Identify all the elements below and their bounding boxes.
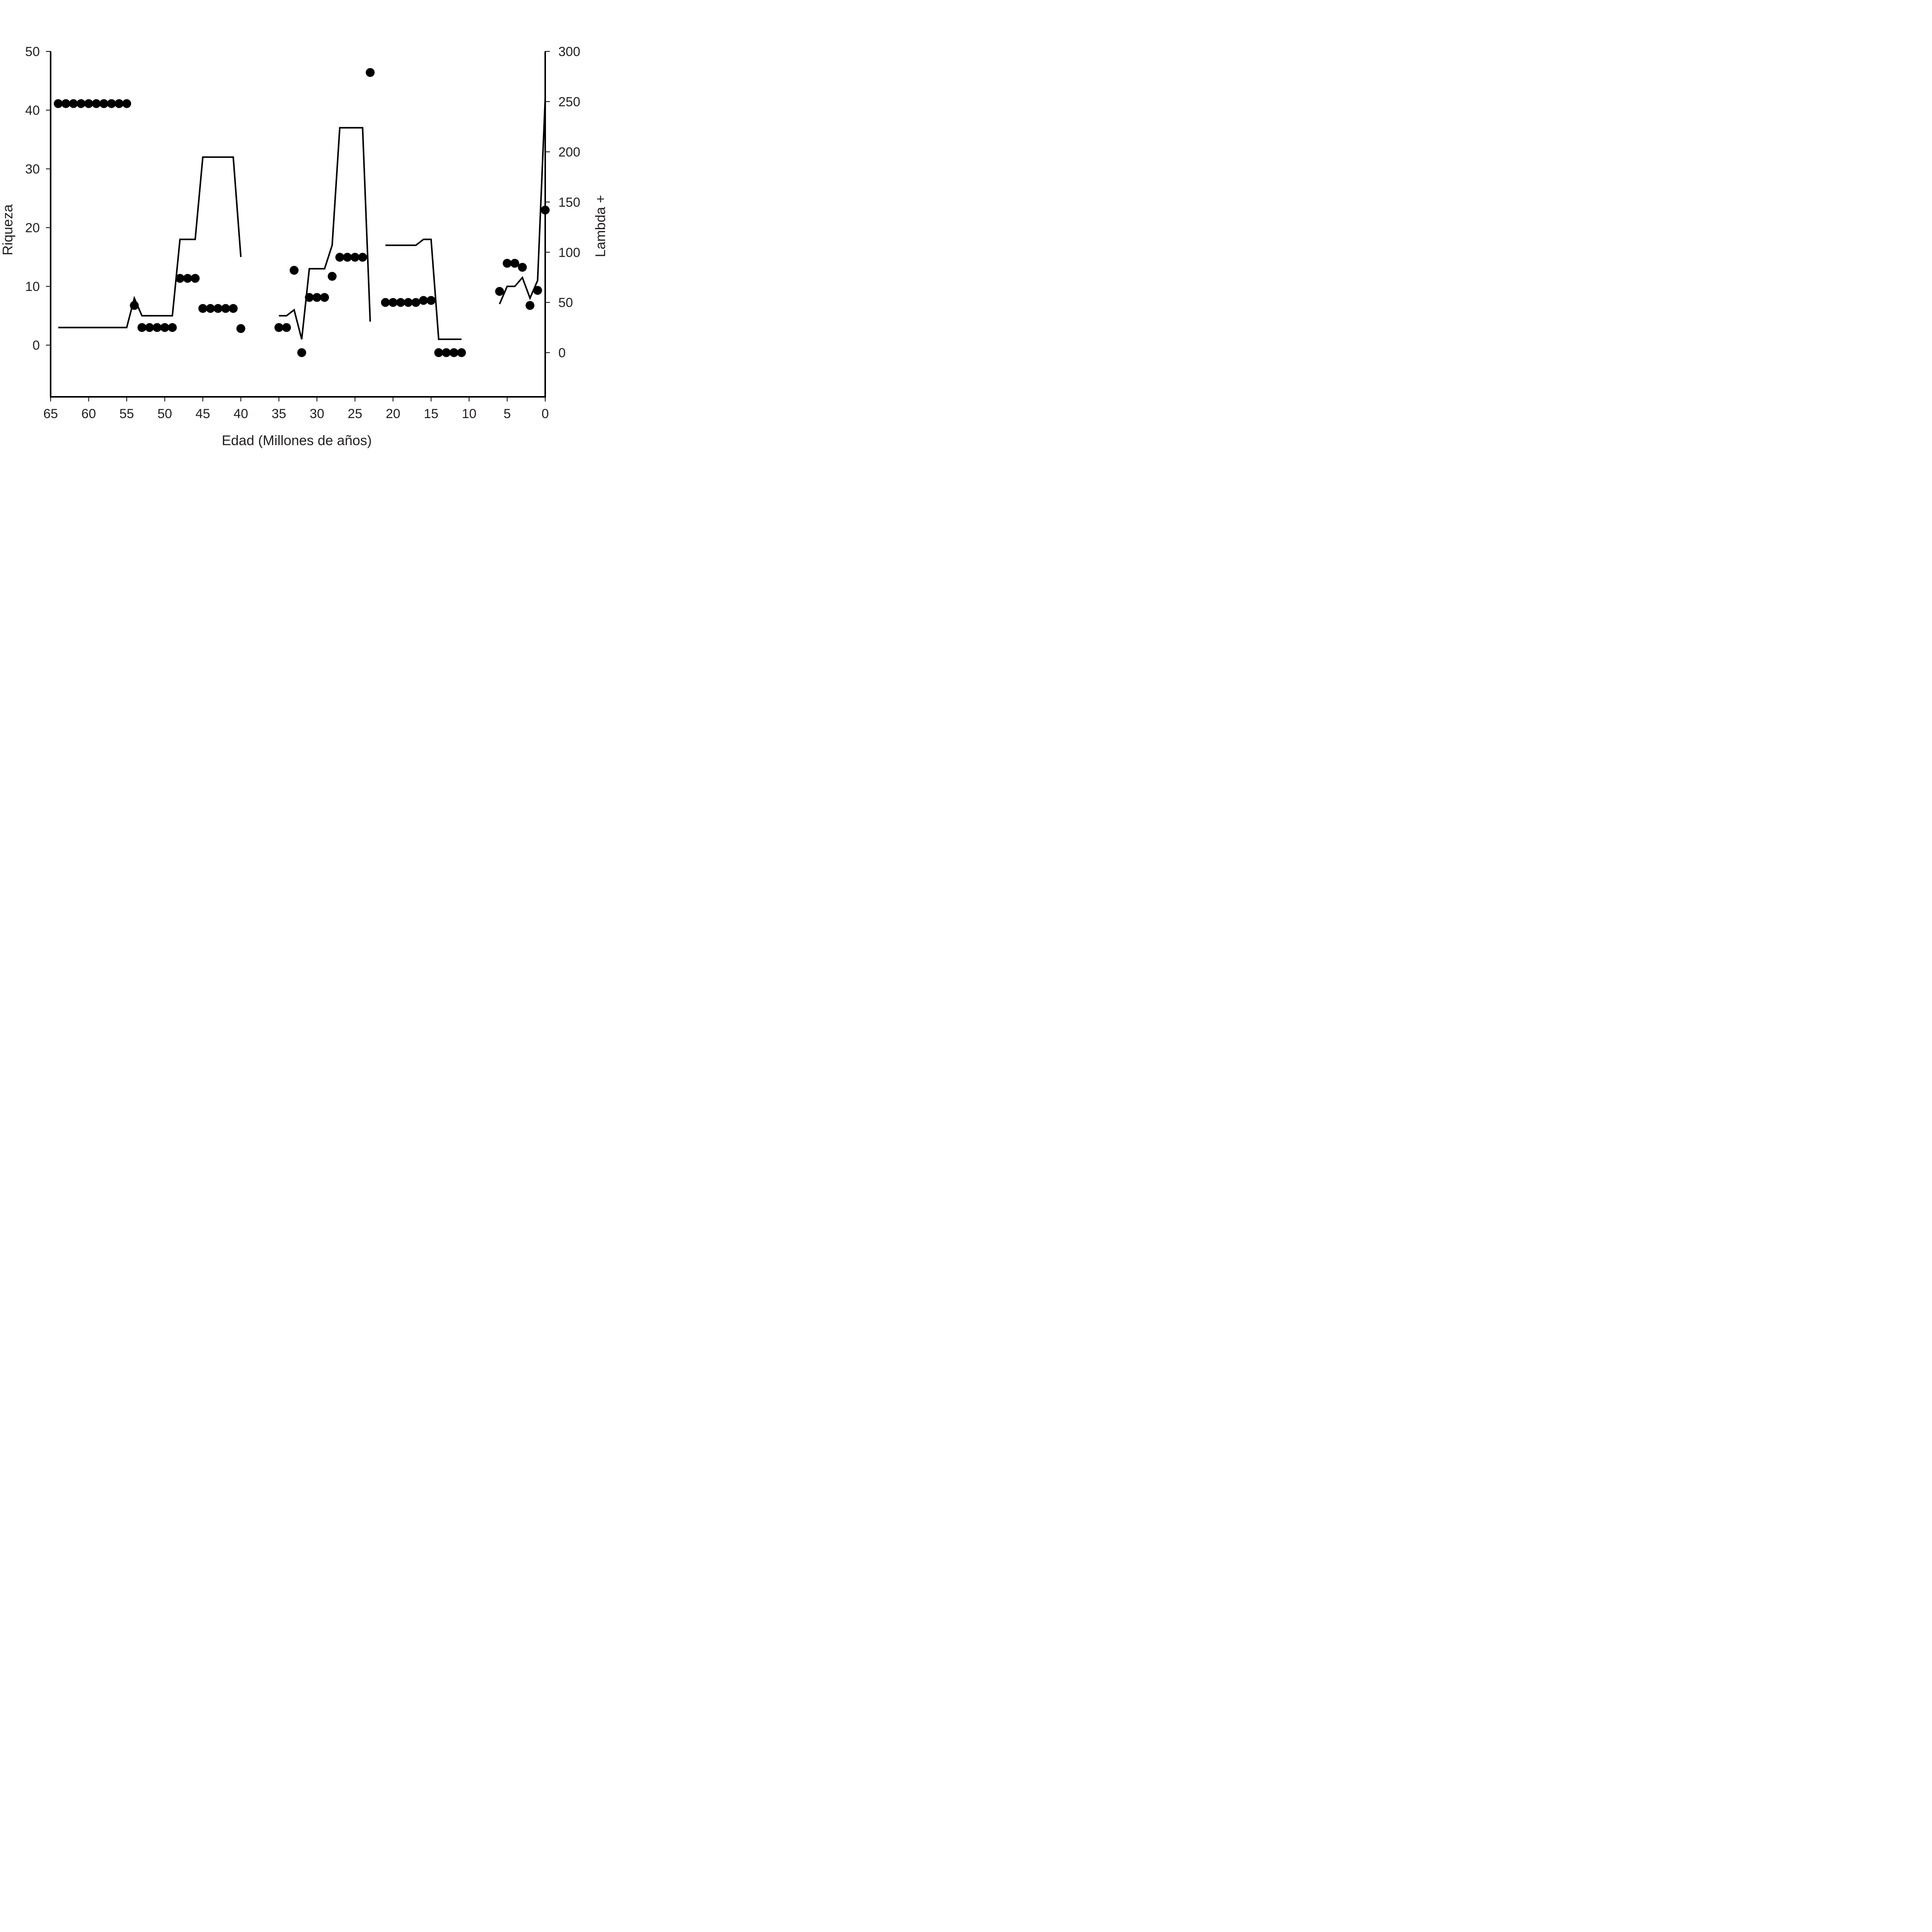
lambda-point [130, 301, 139, 310]
lambda-point [328, 272, 337, 281]
lambda-point [198, 304, 207, 313]
lambda-points [54, 68, 550, 357]
lambda-point [99, 99, 109, 108]
riqueza-line-segment [279, 127, 371, 340]
y-left-tick-label: 50 [25, 44, 40, 59]
lambda-point [122, 99, 131, 108]
y-axis-left-title: Riqueza [0, 204, 15, 255]
x-tick-label: 0 [542, 406, 549, 421]
lambda-point [145, 323, 154, 332]
lambda-point [358, 253, 367, 262]
x-tick-label: 65 [43, 406, 58, 421]
lambda-point [69, 99, 78, 108]
lambda-point [495, 287, 504, 296]
lambda-point [190, 274, 200, 283]
y-right-tick-label: 150 [558, 195, 580, 210]
lambda-point [366, 68, 375, 77]
y-left-tick-label: 40 [25, 103, 40, 118]
lambda-point [335, 253, 344, 262]
lambda-point [503, 259, 512, 268]
lambda-point [320, 293, 329, 302]
lambda-point [77, 99, 86, 108]
lambda-point [518, 263, 527, 272]
lambda-point [388, 298, 398, 307]
riqueza-line-segment [385, 238, 462, 340]
riqueza-line-segment [499, 98, 546, 304]
x-tick-label: 60 [82, 406, 96, 421]
lambda-point [305, 293, 314, 302]
lambda-point [541, 206, 550, 215]
lambda-point [427, 296, 436, 305]
lambda-point [289, 266, 299, 275]
lambda-point [434, 348, 443, 357]
lambda-point [175, 274, 185, 283]
lambda-point [312, 293, 321, 302]
lambda-point [236, 324, 245, 333]
lambda-point [297, 348, 306, 357]
lambda-point [404, 298, 413, 307]
lambda-point [457, 348, 466, 357]
riqueza-line-segment [58, 156, 242, 328]
lambda-point [442, 348, 451, 357]
x-tick-label: 35 [272, 406, 286, 421]
y-left-tick-label: 0 [32, 338, 40, 353]
lambda-point [153, 323, 162, 332]
y-left-tick-label: 10 [25, 279, 40, 294]
lambda-point [533, 286, 542, 295]
lambda-point [114, 99, 124, 108]
lambda-point [396, 298, 405, 307]
x-tick-label: 55 [119, 406, 134, 421]
lambda-point [137, 323, 146, 332]
lambda-point [350, 253, 360, 262]
x-tick-label: 30 [310, 406, 324, 421]
lambda-point [274, 323, 284, 332]
y-axis-right-title: Lambda + [592, 195, 606, 257]
lambda-point [107, 99, 116, 108]
y-right-tick-label: 250 [558, 95, 580, 109]
lambda-point [84, 99, 93, 108]
lambda-point [343, 253, 352, 262]
x-tick-label: 20 [386, 406, 400, 421]
y-right-tick-label: 200 [558, 145, 580, 160]
lambda-point [160, 323, 169, 332]
lambda-point [419, 296, 428, 305]
lambda-point [92, 99, 101, 108]
x-tick-label: 10 [462, 406, 476, 421]
lambda-point [168, 323, 177, 332]
lambda-point [526, 301, 535, 310]
x-tick-label: 15 [424, 406, 439, 421]
x-axis-title: Edad (Millones de años) [222, 432, 372, 448]
x-tick-label: 45 [196, 406, 210, 421]
lambda-point [449, 348, 459, 357]
y-right-tick-label: 100 [558, 245, 580, 260]
chart: 65 60 55 50 45 40 35 30 25 20 15 10 5 001020304050050… [0, 44, 606, 448]
axes: 65 60 55 50 45 40 35 30 25 20 15 10 5 001020304050050… [25, 44, 580, 421]
y-right-tick-label: 50 [558, 296, 573, 310]
lambda-point [61, 99, 70, 108]
y-right-tick-label: 0 [558, 346, 566, 361]
y-left-tick-label: 30 [25, 162, 40, 177]
lambda-point [510, 259, 519, 268]
lambda-point [206, 304, 215, 313]
lambda-point [381, 298, 390, 307]
y-right-tick-label: 300 [558, 44, 580, 59]
x-tick-label: 25 [348, 406, 362, 421]
x-tick-label: 5 [503, 406, 511, 421]
lambda-point [411, 298, 420, 307]
lambda-point [229, 304, 238, 313]
lambda-point [282, 323, 291, 332]
x-tick-label: 40 [233, 406, 248, 421]
lambda-point [54, 99, 63, 108]
lambda-point [183, 274, 192, 283]
lambda-point [213, 304, 223, 313]
y-left-tick-label: 20 [25, 221, 40, 235]
lambda-point [221, 304, 230, 313]
x-tick-label: 50 [157, 406, 172, 421]
